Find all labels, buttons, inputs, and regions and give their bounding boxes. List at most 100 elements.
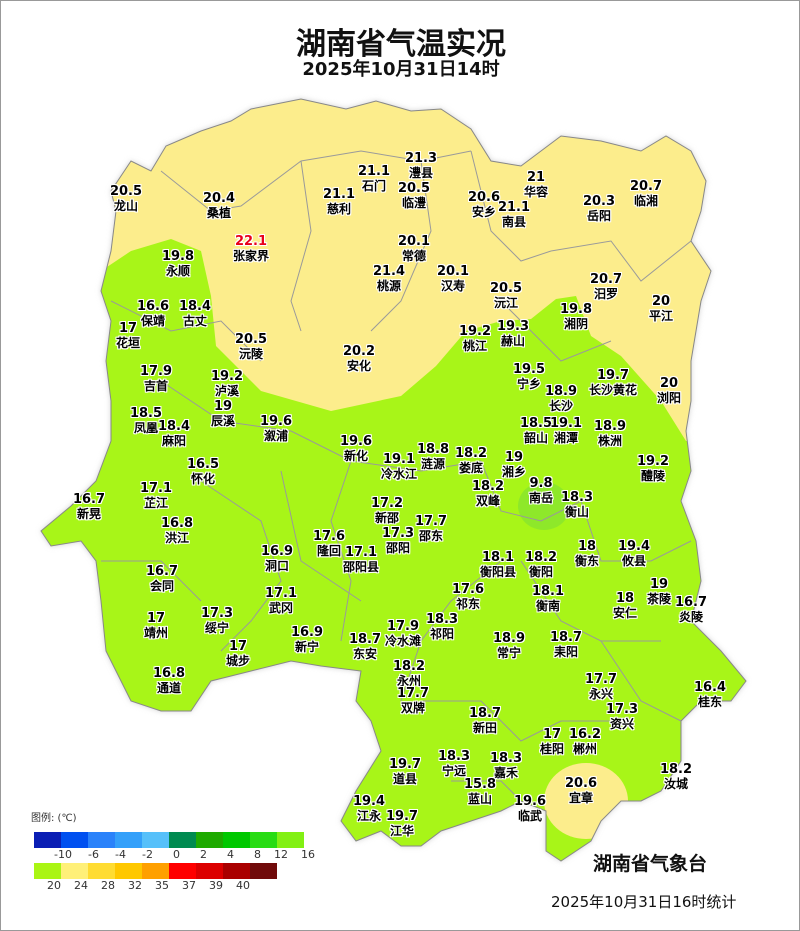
station-韶山: 18.5 韶山: [520, 417, 552, 446]
legend-label: 16: [301, 848, 315, 861]
station-新田: 18.7 新田: [469, 707, 501, 736]
station-吉首: 17.9 吉首: [140, 365, 172, 394]
station-name: 临武: [517, 809, 543, 823]
legend-label: 37: [182, 879, 196, 892]
county-border: [580, 500, 692, 562]
station-name: 桃江: [462, 339, 488, 353]
station-temperature: 20.2: [342, 344, 376, 359]
station-南县: 21.1 南县: [497, 200, 531, 230]
station-保靖: 16.6 保靖: [136, 299, 170, 329]
station-长沙黄花: 19.7 长沙黄花: [588, 368, 638, 398]
station-temperature: 18: [615, 591, 635, 606]
station-name: 邵阳: [385, 541, 411, 555]
county-border: [451, 780, 522, 802]
legend-swatch: [223, 832, 250, 848]
station-temperature: 19.7: [596, 368, 630, 383]
station-temperature: 17: [146, 611, 166, 626]
station-name: 平江: [648, 309, 674, 323]
station-name: 宜章: [568, 791, 594, 805]
station-temperature: 16.6: [136, 299, 170, 314]
legend-swatch: [250, 863, 277, 879]
station-temperature: 21.4: [372, 264, 406, 279]
station-绥宁: 17.3 绥宁: [201, 607, 233, 636]
legend-swatch: [34, 832, 61, 848]
legend-swatch: [142, 863, 169, 879]
station-衡阳: 18.2 衡阳: [524, 550, 558, 580]
station-temperature: 19: [213, 399, 233, 414]
station-新化: 19.6 新化: [339, 434, 373, 464]
station-name: 冷水滩: [384, 634, 422, 648]
legend-label: 32: [128, 879, 142, 892]
station-name: 安乡: [471, 205, 497, 219]
county-border: [290, 160, 312, 332]
station-name: 怀化: [190, 472, 216, 486]
station-temperature: 21: [526, 170, 546, 185]
station-临武: 19.6 临武: [513, 794, 547, 824]
station-name: 桂东: [697, 695, 723, 709]
station-temperature: 18.9: [544, 384, 578, 399]
station-temperature: 19.5: [512, 362, 546, 377]
county-border: [101, 560, 202, 602]
station-湘乡: 19 湘乡: [502, 451, 526, 480]
legend-swatch: [169, 832, 196, 848]
station-temperature: 16.5: [186, 457, 220, 472]
station-name: 衡南: [535, 599, 561, 613]
legend-label: 2: [200, 848, 207, 861]
station-怀化: 16.5 怀化: [186, 457, 220, 487]
station-name: 花垣: [115, 336, 141, 350]
station-常宁: 18.9 常宁: [493, 632, 525, 661]
station-temperature: 17.7: [414, 514, 448, 529]
station-name: 攸县: [621, 554, 647, 568]
legend-swatch: [277, 832, 304, 848]
station-name: 溆浦: [263, 429, 289, 443]
station-name: 祁阳: [429, 627, 455, 641]
station-temperature: 18.5: [129, 406, 163, 421]
station-temperature: 19: [649, 577, 669, 592]
station-name: 芷江: [143, 496, 169, 510]
station-name: 新宁: [294, 640, 320, 654]
station-temperature: 19.4: [352, 794, 386, 809]
county-border: [200, 480, 282, 652]
station-temperature: 21.1: [322, 187, 356, 202]
station-temperature: 17.6: [312, 529, 346, 544]
station-新晃: 16.7 新晃: [73, 493, 105, 522]
station-汉寿: 20.1 汉寿: [437, 265, 469, 294]
station-temperature: 21.1: [497, 200, 531, 215]
station-name: 沅江: [493, 296, 519, 310]
legend-row-warm: [34, 863, 315, 879]
station-城步: 17 城步: [226, 640, 250, 669]
station-name: 岳阳: [586, 209, 612, 223]
station-name: 石门: [361, 179, 387, 193]
station-temperature: 19.6: [513, 794, 547, 809]
station-temperature: 20.1: [397, 234, 431, 249]
station-name: 长沙黄花: [588, 383, 638, 397]
legend-label: -2: [142, 848, 153, 861]
station-temperature: 19.6: [259, 414, 293, 429]
station-temperature: 16.8: [160, 516, 194, 531]
station-name: 永州: [396, 674, 422, 688]
station-龙山: 20.5 龙山: [110, 185, 142, 214]
station-name: 桂阳: [539, 742, 565, 756]
county-border: [550, 240, 692, 282]
station-temperature: 19.2: [210, 369, 244, 384]
station-name: 衡东: [574, 554, 600, 568]
station-桂阳: 17 桂阳: [539, 728, 565, 757]
station-湘阴: 19.8 湘阴: [560, 303, 592, 332]
station-temperature: 19.6: [339, 434, 373, 449]
station-temperature: 17: [118, 321, 138, 336]
station-temperature: 22.1: [234, 234, 268, 249]
station-temperature: 17.2: [370, 496, 404, 511]
station-花垣: 17 花垣: [115, 321, 141, 351]
station-郴州: 16.2 郴州: [569, 728, 601, 757]
station-name: 宁远: [441, 764, 467, 778]
station-新宁: 16.9 新宁: [291, 626, 323, 655]
legend-swatch: [115, 832, 142, 848]
station-name: 慈利: [326, 202, 352, 216]
legend-swatch: [196, 863, 223, 879]
station-双峰: 18.2 双峰: [472, 480, 504, 509]
station-name: 邵阳县: [342, 560, 380, 574]
station-宜章: 20.6 宜章: [565, 777, 597, 806]
station-temperature: 18.2: [524, 550, 558, 565]
station-name: 祁东: [455, 597, 481, 611]
station-name: 嘉禾: [493, 766, 519, 780]
